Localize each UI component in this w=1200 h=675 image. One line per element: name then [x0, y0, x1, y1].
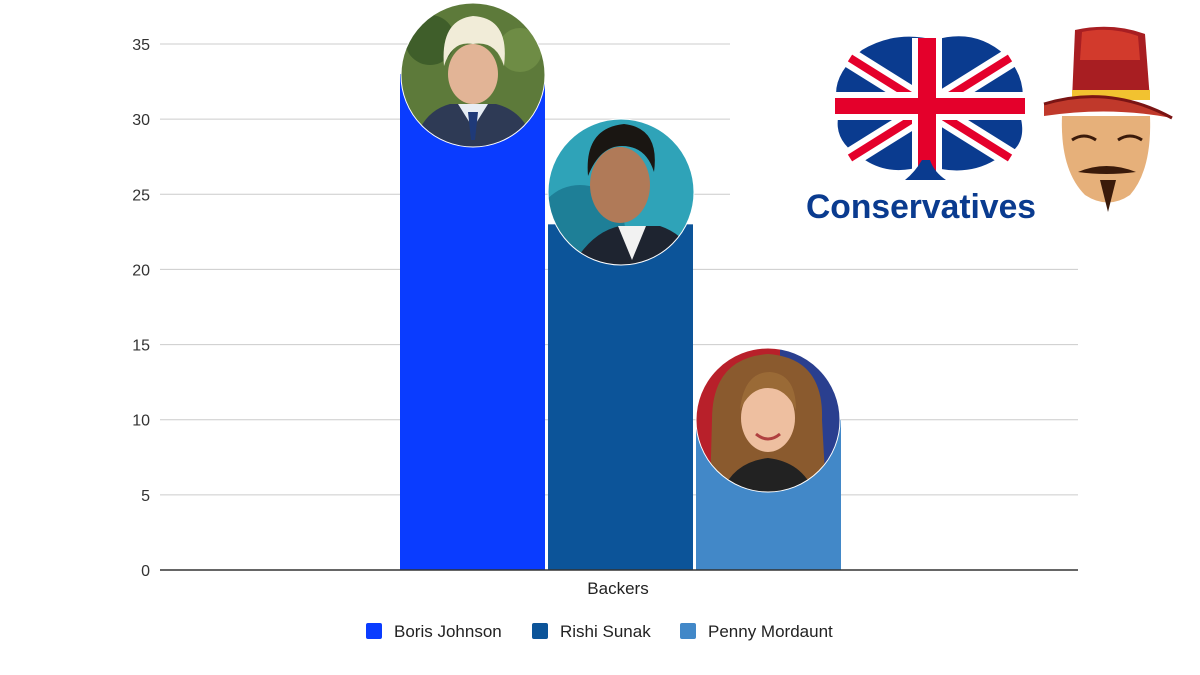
legend-label: Rishi Sunak [560, 622, 651, 641]
boris-johnson-portrait-icon [401, 3, 545, 147]
y-tick-label: 5 [141, 488, 150, 505]
union-jack-tree-icon [835, 36, 1025, 180]
conservatives-wordmark: Conservatives [806, 188, 1036, 226]
guy-fawkes-mask-icon [1043, 26, 1173, 212]
y-tick-label: 20 [132, 262, 150, 279]
legend-label: Boris Johnson [394, 622, 502, 641]
legend: Boris Johnson Rishi Sunak Penny Mordaunt [366, 622, 833, 641]
legend-swatch [680, 623, 696, 639]
y-tick-label: 15 [132, 338, 150, 355]
y-tick-label: 25 [132, 187, 150, 204]
bar-rishi-sunak [548, 224, 693, 571]
y-tick-label: 10 [132, 413, 150, 430]
legend-label: Penny Mordaunt [708, 622, 833, 641]
conservatives-logo: Conservatives [806, 36, 1036, 226]
y-tick-label: 30 [132, 112, 150, 129]
y-tick-label: 0 [141, 563, 150, 580]
bar-boris-johnson [400, 74, 545, 571]
penny-mordaunt-portrait-icon [696, 348, 840, 492]
y-tick-label: 35 [132, 37, 150, 54]
rishi-sunak-portrait-icon [548, 119, 694, 265]
x-axis-label: Backers [587, 579, 648, 598]
legend-swatch [366, 623, 382, 639]
legend-swatch [532, 623, 548, 639]
y-axis-ticks: 0 5 10 15 20 25 30 35 [132, 37, 150, 580]
bars [400, 74, 841, 571]
